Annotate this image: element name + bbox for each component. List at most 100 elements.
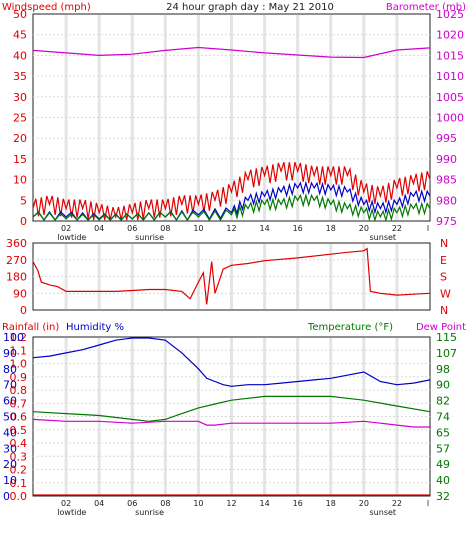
humidity-tick-label: 70 — [3, 379, 17, 392]
right-tick-label: S — [440, 271, 447, 284]
hour-tick-label: 12 — [226, 224, 236, 233]
right-tick-label: E — [440, 254, 447, 267]
left-tick-label: 0.4 — [10, 437, 28, 450]
left-tick-label: 1.0 — [10, 358, 28, 371]
event-marker-sunrise: sunrise — [135, 508, 164, 517]
left-tick-label: 5 — [20, 194, 27, 207]
series-line-wind-baro-magenta — [32, 46, 431, 59]
right-tick-label: 82 — [436, 395, 450, 408]
humidity-tick-label: 80 — [3, 363, 17, 376]
left-tick-label: 45 — [13, 29, 27, 42]
left-tick-label: 0.7 — [10, 397, 28, 410]
event-marker-lowtide: lowtide — [57, 233, 86, 242]
right-tick-label: 107 — [436, 347, 457, 360]
left-tick-label: 270 — [6, 254, 27, 267]
series-line-wind-direction-red — [32, 247, 431, 305]
series-line-rain-humidity-temp-green — [32, 395, 431, 422]
humidity-tick-label: 0 — [3, 490, 10, 503]
dewpoint-axis-label: Dew Point — [416, 322, 466, 333]
left-tick-label: 0.8 — [10, 384, 28, 397]
hour-tick-label: 20 — [359, 224, 369, 233]
right-tick-label: 975 — [436, 215, 457, 228]
rainfall-axis-label: Rainfall (in) — [2, 322, 59, 333]
right-tick-label: N — [440, 237, 448, 250]
left-tick-label: 25 — [13, 112, 27, 125]
humidity-tick-label: 20 — [3, 458, 17, 471]
left-tick-label: 180 — [6, 271, 27, 284]
series-line-rain-humidity-temp-blue — [32, 337, 431, 387]
temperature-axis-label: Temperature (°F) — [307, 322, 393, 333]
hour-tick-label: 18 — [326, 224, 336, 233]
right-tick-label: 1000 — [436, 112, 464, 125]
left-tick-label: 0.0 — [10, 490, 28, 503]
right-tick-label: 995 — [436, 132, 457, 145]
right-tick-label: 98 — [436, 363, 450, 376]
right-tick-label: N — [440, 304, 448, 317]
panel-1: 0510152025303540455097598098599099510001… — [13, 8, 464, 228]
humidity-tick-label: 40 — [3, 426, 17, 439]
right-tick-label: 1020 — [436, 29, 464, 42]
humidity-tick-group: 0 10 20 30 40 50 60 70 80 90 100 — [3, 331, 24, 503]
event-marker-lowtide: lowtide — [57, 508, 86, 517]
humidity-tick-label: 60 — [3, 395, 17, 408]
left-tick-label: 0 — [20, 304, 27, 317]
left-tick-label: 0.5 — [10, 424, 28, 437]
left-tick-label: 20 — [13, 132, 27, 145]
right-tick-label: W — [440, 287, 451, 300]
humidity-tick-label: 30 — [3, 442, 17, 455]
hour-tick-label: 06 — [127, 224, 137, 233]
right-tick-label: 115 — [436, 331, 457, 344]
hour-tick-label: 22 — [392, 499, 402, 508]
hour-tick-label: 08 — [160, 499, 170, 508]
humidity-axis-label: Humidity % — [66, 322, 124, 333]
hour-tick-label: 04 — [94, 499, 104, 508]
hour-tick-label: 16 — [293, 224, 303, 233]
hour-tick-label: 04 — [94, 224, 104, 233]
hour-tick-label: 18 — [326, 499, 336, 508]
series-line-wind-baro-green — [32, 193, 431, 223]
hour-tick-label: 14 — [259, 224, 269, 233]
event-marker-sunset: sunset — [370, 508, 397, 517]
hour-tick-label: 16 — [293, 499, 303, 508]
left-tick-label: 40 — [13, 49, 27, 62]
humidity-tick-label: 50 — [3, 411, 17, 424]
right-tick-label: 65 — [436, 426, 450, 439]
left-tick-label: 360 — [6, 237, 27, 250]
right-tick-label: 990 — [436, 153, 457, 166]
left-tick-label: 10 — [13, 174, 27, 187]
right-tick-label: 1005 — [436, 91, 464, 104]
series-line-rain-humidity-temp-magenta — [32, 418, 430, 428]
left-tick-label: 0.9 — [10, 371, 28, 384]
left-tick-label: 30 — [13, 91, 27, 104]
hour-tick-label: 10 — [193, 499, 203, 508]
right-tick-label: 1025 — [436, 8, 464, 21]
left-tick-label: 1.1 — [10, 344, 28, 357]
right-tick-label: 40 — [436, 474, 450, 487]
hour-tick-label: 08 — [160, 224, 170, 233]
left-tick-label: 0.2 — [10, 464, 28, 477]
right-tick-label: 32 — [436, 490, 450, 503]
left-tick-label: 35 — [13, 70, 27, 83]
hour-tick-label: l — [427, 499, 429, 508]
right-tick-label: 90 — [436, 379, 450, 392]
series-line-wind-baro-red — [32, 162, 431, 221]
left-tick-label: 1.2 — [10, 331, 28, 344]
chart-title: 24 hour graph day : May 21 2010 — [166, 2, 334, 13]
right-tick-label: 1015 — [436, 49, 464, 62]
x-axis-bottom: 02 04 06 08 10 12 14 16 18 20 22 l lowtide sunrise sun… — [57, 499, 429, 517]
hour-tick-label: 20 — [359, 499, 369, 508]
left-tick-label: 90 — [13, 287, 27, 300]
hour-tick-label: 02 — [61, 499, 71, 508]
right-tick-label: 57 — [436, 442, 450, 455]
left-tick-label: 0.1 — [10, 477, 28, 490]
hour-tick-label: 14 — [259, 499, 269, 508]
panel-3: 0.00.10.20.30.40.50.60.70.80.91.01.11.2 3… — [10, 331, 458, 503]
left-tick-label: 15 — [13, 153, 27, 166]
left-tick-label: 50 — [13, 8, 27, 21]
windspeed-axis-label: Windspeed (mph) — [2, 2, 91, 13]
right-tick-label: 74 — [436, 411, 450, 424]
humidity-tick-label: 90 — [3, 347, 17, 360]
right-tick-label: 1010 — [436, 70, 464, 83]
